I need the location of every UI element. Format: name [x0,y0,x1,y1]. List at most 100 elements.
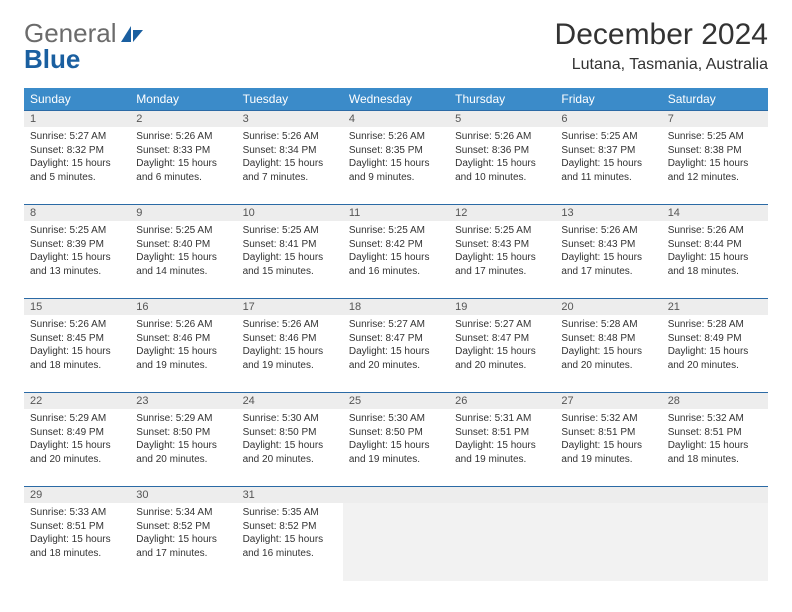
daylight-line: and 17 minutes. [455,265,549,279]
sunrise-line: Sunrise: 5:25 AM [455,224,549,238]
day-body: Sunrise: 5:29 AMSunset: 8:49 PMDaylight:… [24,409,130,472]
day-number: 5 [449,111,555,127]
sunset-line: Sunset: 8:42 PM [349,238,443,252]
daylight-line: and 19 minutes. [561,453,655,467]
daylight-line: and 20 minutes. [455,359,549,373]
sunrise-line: Sunrise: 5:33 AM [30,506,124,520]
sunset-line: Sunset: 8:52 PM [243,520,337,534]
calendar-cell: 14Sunrise: 5:26 AMSunset: 8:44 PMDayligh… [662,205,768,299]
daylight-line: and 20 minutes. [136,453,230,467]
day-number: 10 [237,205,343,221]
day-body: Sunrise: 5:28 AMSunset: 8:48 PMDaylight:… [555,315,661,378]
daylight-line: and 11 minutes. [561,171,655,185]
day-number: 30 [130,487,236,503]
sunrise-line: Sunrise: 5:28 AM [668,318,762,332]
daylight-line: Daylight: 15 hours [30,439,124,453]
sunrise-line: Sunrise: 5:26 AM [561,224,655,238]
weekday-header: Monday [130,88,236,111]
daylight-line: and 19 minutes. [455,453,549,467]
daylight-line: and 13 minutes. [30,265,124,279]
sunrise-line: Sunrise: 5:26 AM [243,318,337,332]
calendar-cell: 26Sunrise: 5:31 AMSunset: 8:51 PMDayligh… [449,393,555,487]
daylight-line: Daylight: 15 hours [668,439,762,453]
calendar-cell: 6Sunrise: 5:25 AMSunset: 8:37 PMDaylight… [555,111,661,205]
daylight-line: Daylight: 15 hours [30,533,124,547]
day-number: 4 [343,111,449,127]
sunrise-line: Sunrise: 5:35 AM [243,506,337,520]
day-body: Sunrise: 5:26 AMSunset: 8:46 PMDaylight:… [237,315,343,378]
daylight-line: Daylight: 15 hours [455,157,549,171]
sunrise-line: Sunrise: 5:27 AM [455,318,549,332]
sunrise-line: Sunrise: 5:26 AM [668,224,762,238]
calendar-cell: 23Sunrise: 5:29 AMSunset: 8:50 PMDayligh… [130,393,236,487]
sunset-line: Sunset: 8:35 PM [349,144,443,158]
calendar-cell: 25Sunrise: 5:30 AMSunset: 8:50 PMDayligh… [343,393,449,487]
sunrise-line: Sunrise: 5:25 AM [30,224,124,238]
sunrise-line: Sunrise: 5:31 AM [455,412,549,426]
weekday-header-row: SundayMondayTuesdayWednesdayThursdayFrid… [24,88,768,111]
daylight-line: Daylight: 15 hours [668,157,762,171]
sunset-line: Sunset: 8:50 PM [136,426,230,440]
daylight-line: Daylight: 15 hours [668,345,762,359]
daylight-line: Daylight: 15 hours [668,251,762,265]
daylight-line: Daylight: 15 hours [561,439,655,453]
sunrise-line: Sunrise: 5:26 AM [455,130,549,144]
sunrise-line: Sunrise: 5:26 AM [136,318,230,332]
daylight-line: Daylight: 15 hours [349,157,443,171]
calendar-cell: 13Sunrise: 5:26 AMSunset: 8:43 PMDayligh… [555,205,661,299]
daylight-line: Daylight: 15 hours [243,251,337,265]
sunset-line: Sunset: 8:49 PM [668,332,762,346]
daylight-line: and 19 minutes. [243,359,337,373]
daylight-line: and 10 minutes. [455,171,549,185]
daylight-line: Daylight: 15 hours [243,157,337,171]
sunset-line: Sunset: 8:45 PM [30,332,124,346]
calendar-cell: 30Sunrise: 5:34 AMSunset: 8:52 PMDayligh… [130,487,236,581]
daylight-line: and 16 minutes. [243,547,337,561]
calendar-cell: 1Sunrise: 5:27 AMSunset: 8:32 PMDaylight… [24,111,130,205]
calendar-cell [555,487,661,581]
sunset-line: Sunset: 8:46 PM [243,332,337,346]
calendar-row: 1Sunrise: 5:27 AMSunset: 8:32 PMDaylight… [24,111,768,205]
calendar-row: 29Sunrise: 5:33 AMSunset: 8:51 PMDayligh… [24,487,768,581]
day-number: 15 [24,299,130,315]
day-body: Sunrise: 5:32 AMSunset: 8:51 PMDaylight:… [555,409,661,472]
day-body: Sunrise: 5:31 AMSunset: 8:51 PMDaylight:… [449,409,555,472]
day-body: Sunrise: 5:27 AMSunset: 8:47 PMDaylight:… [449,315,555,378]
daylight-line: and 9 minutes. [349,171,443,185]
sunrise-line: Sunrise: 5:26 AM [30,318,124,332]
sunrise-line: Sunrise: 5:25 AM [136,224,230,238]
daylight-line: and 20 minutes. [30,453,124,467]
daylight-line: and 18 minutes. [668,265,762,279]
sunrise-line: Sunrise: 5:34 AM [136,506,230,520]
calendar-cell: 2Sunrise: 5:26 AMSunset: 8:33 PMDaylight… [130,111,236,205]
day-number: 7 [662,111,768,127]
day-number: 31 [237,487,343,503]
day-number: 2 [130,111,236,127]
daylight-line: and 14 minutes. [136,265,230,279]
calendar-row: 22Sunrise: 5:29 AMSunset: 8:49 PMDayligh… [24,393,768,487]
daylight-line: and 5 minutes. [30,171,124,185]
calendar-cell: 16Sunrise: 5:26 AMSunset: 8:46 PMDayligh… [130,299,236,393]
sunset-line: Sunset: 8:51 PM [455,426,549,440]
day-number: 8 [24,205,130,221]
daylight-line: and 16 minutes. [349,265,443,279]
day-number: 11 [343,205,449,221]
sunrise-line: Sunrise: 5:26 AM [243,130,337,144]
calendar-cell: 31Sunrise: 5:35 AMSunset: 8:52 PMDayligh… [237,487,343,581]
daylight-line: Daylight: 15 hours [136,345,230,359]
day-number-empty [449,487,555,503]
calendar-cell [343,487,449,581]
logo-word2: Blue [24,44,80,74]
daylight-line: Daylight: 15 hours [30,157,124,171]
daylight-line: and 15 minutes. [243,265,337,279]
sunset-line: Sunset: 8:34 PM [243,144,337,158]
calendar-cell: 27Sunrise: 5:32 AMSunset: 8:51 PMDayligh… [555,393,661,487]
daylight-line: and 20 minutes. [668,359,762,373]
sunset-line: Sunset: 8:36 PM [455,144,549,158]
day-body: Sunrise: 5:25 AMSunset: 8:43 PMDaylight:… [449,221,555,284]
daylight-line: Daylight: 15 hours [561,157,655,171]
daylight-line: and 20 minutes. [349,359,443,373]
daylight-line: Daylight: 15 hours [561,345,655,359]
day-body: Sunrise: 5:26 AMSunset: 8:45 PMDaylight:… [24,315,130,378]
sunset-line: Sunset: 8:40 PM [136,238,230,252]
